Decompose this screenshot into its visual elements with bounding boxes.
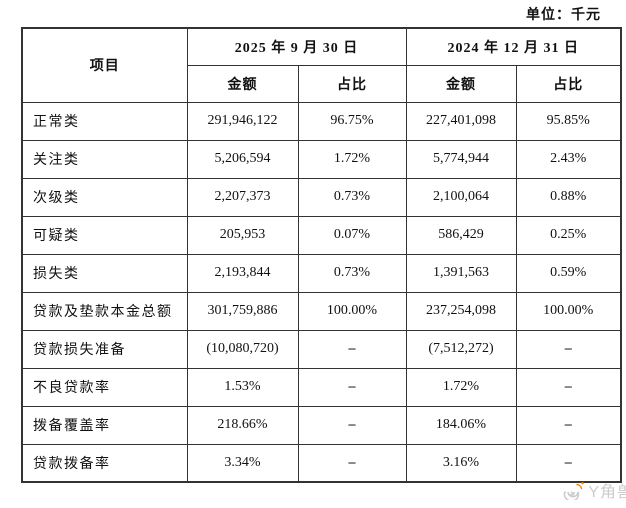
amount-2024-cell: (7,512,272) bbox=[405, 329, 517, 369]
amount-2025-cell: (10,080,720) bbox=[186, 329, 299, 369]
row-item-label: 贷款及垫款本金总额 bbox=[21, 291, 188, 331]
row-item-label: 关注类 bbox=[21, 139, 188, 179]
amount-2024-cell: 2,100,064 bbox=[405, 177, 517, 217]
date-header-2024: 2024 年 12 月 31 日 bbox=[405, 27, 622, 66]
row-item-label: 损失类 bbox=[21, 253, 188, 293]
table-row: 正常类 291,946,122 96.75% 227,401,098 95.85… bbox=[21, 101, 622, 141]
amount-2024-cell: 227,401,098 bbox=[405, 101, 517, 141]
pct-2025-cell: 1.72% bbox=[297, 139, 407, 179]
table-row: 次级类 2,207,373 0.73% 2,100,064 0.88% bbox=[21, 177, 622, 217]
amount-2024-cell: 1.72% bbox=[405, 367, 517, 407]
table-body: 正常类 291,946,122 96.75% 227,401,098 95.85… bbox=[21, 101, 622, 483]
pct-2025-cell: – bbox=[297, 329, 407, 369]
amount-2024-cell: 3.16% bbox=[405, 443, 517, 483]
row-item-label: 贷款损失准备 bbox=[21, 329, 188, 369]
pct-2025-cell: – bbox=[297, 367, 407, 407]
table-row: 不良贷款率 1.53% – 1.72% – bbox=[21, 367, 622, 407]
pct-2024-cell: 0.59% bbox=[515, 253, 622, 293]
row-item-label: 拨备覆盖率 bbox=[21, 405, 188, 445]
table-row: 关注类 5,206,594 1.72% 5,774,944 2.43% bbox=[21, 139, 622, 179]
amount-2025-cell: 5,206,594 bbox=[186, 139, 299, 179]
row-item-label: 可疑类 bbox=[21, 215, 188, 255]
pct-2025-cell: 100.00% bbox=[297, 291, 407, 331]
pct-2025-cell: – bbox=[297, 405, 407, 445]
pct-2024-cell: 0.88% bbox=[515, 177, 622, 217]
table-row: 可疑类 205,953 0.07% 586,429 0.25% bbox=[21, 215, 622, 255]
pct-header-2025: 占比 bbox=[297, 64, 407, 103]
amount-2024-cell: 1,391,563 bbox=[405, 253, 517, 293]
pct-2024-cell: – bbox=[515, 329, 622, 369]
table-row: 贷款损失准备 (10,080,720) – (7,512,272) – bbox=[21, 329, 622, 369]
amount-2024-cell: 5,774,944 bbox=[405, 139, 517, 179]
pct-2024-cell: – bbox=[515, 443, 622, 483]
amount-header-2025: 金额 bbox=[186, 64, 299, 103]
pct-2025-cell: 0.73% bbox=[297, 177, 407, 217]
amount-header-2024: 金额 bbox=[405, 64, 517, 103]
weibo-logo-icon bbox=[561, 480, 585, 500]
amount-2025-cell: 2,207,373 bbox=[186, 177, 299, 217]
pct-2024-cell: – bbox=[515, 405, 622, 445]
table-row: 贷款及垫款本金总额 301,759,886 100.00% 237,254,09… bbox=[21, 291, 622, 331]
pct-2024-cell: 0.25% bbox=[515, 215, 622, 255]
pct-2025-cell: 96.75% bbox=[297, 101, 407, 141]
amount-2024-cell: 586,429 bbox=[405, 215, 517, 255]
row-item-label: 不良贷款率 bbox=[21, 367, 188, 407]
date-header-2025: 2025 年 9 月 30 日 bbox=[186, 27, 407, 66]
amount-2025-cell: 301,759,886 bbox=[186, 291, 299, 331]
pct-2024-cell: 100.00% bbox=[515, 291, 622, 331]
pct-2025-cell: 0.73% bbox=[297, 253, 407, 293]
pct-2025-cell: – bbox=[297, 443, 407, 483]
pct-2024-cell: 2.43% bbox=[515, 139, 622, 179]
amount-2025-cell: 205,953 bbox=[186, 215, 299, 255]
loan-classification-table: 项目 2025 年 9 月 30 日 2024 年 12 月 31 日 金额 占… bbox=[21, 27, 622, 483]
amount-2025-cell: 3.34% bbox=[186, 443, 299, 483]
pct-2024-cell: – bbox=[515, 367, 622, 407]
amount-2024-cell: 184.06% bbox=[405, 405, 517, 445]
table-row: 损失类 2,193,844 0.73% 1,391,563 0.59% bbox=[21, 253, 622, 293]
table-row: 拨备覆盖率 218.66% – 184.06% – bbox=[21, 405, 622, 445]
pct-2024-cell: 95.85% bbox=[515, 101, 622, 141]
amount-2025-cell: 291,946,122 bbox=[186, 101, 299, 141]
pct-header-2024: 占比 bbox=[515, 64, 622, 103]
table-row: 贷款拨备率 3.34% – 3.16% – bbox=[21, 443, 622, 483]
item-column-header: 项目 bbox=[21, 27, 188, 103]
unit-label: 单位：千元 bbox=[526, 8, 601, 23]
table-header: 项目 2025 年 9 月 30 日 2024 年 12 月 31 日 金额 占… bbox=[21, 27, 622, 103]
pct-2025-cell: 0.07% bbox=[297, 215, 407, 255]
amount-2025-cell: 218.66% bbox=[186, 405, 299, 445]
amount-2024-cell: 237,254,098 bbox=[405, 291, 517, 331]
amount-2025-cell: 2,193,844 bbox=[186, 253, 299, 293]
row-item-label: 次级类 bbox=[21, 177, 188, 217]
amount-2025-cell: 1.53% bbox=[186, 367, 299, 407]
row-item-label: 贷款拨备率 bbox=[21, 443, 188, 483]
row-item-label: 正常类 bbox=[21, 101, 188, 141]
